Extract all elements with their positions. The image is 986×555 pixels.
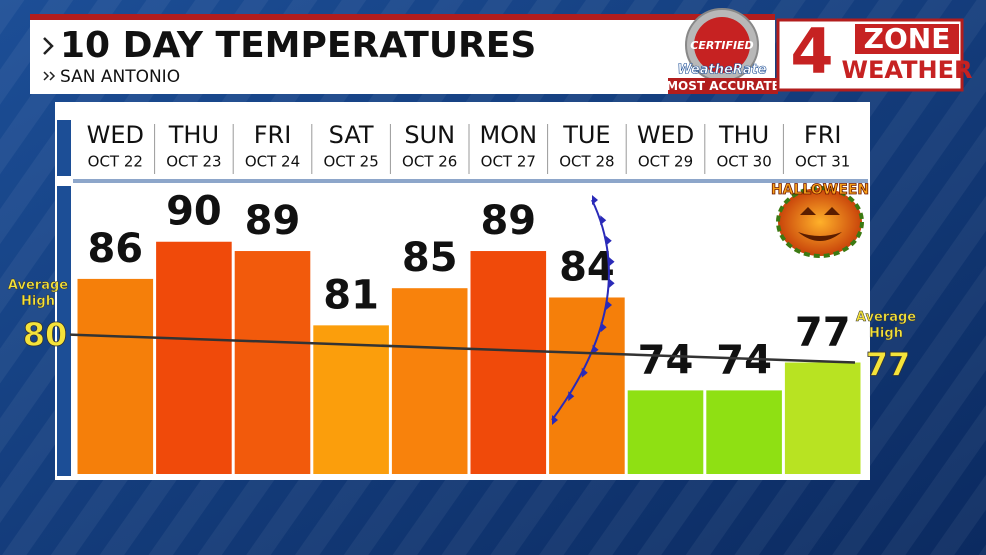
value-label: 86: [87, 226, 143, 272]
value-label: 84: [559, 244, 615, 290]
date-label: OCT 26: [402, 153, 457, 171]
title-chevron: [43, 37, 54, 55]
front-tooth: [608, 278, 615, 289]
weather-text: WEATHER: [842, 56, 973, 84]
bar: [470, 251, 547, 474]
bar: [784, 362, 861, 474]
panel-edge: [57, 120, 71, 176]
date-label: OCT 23: [166, 153, 221, 171]
certified-text: CERTIFIED: [690, 39, 753, 52]
day-label: WED: [637, 121, 694, 149]
subtitle-chevron: [49, 71, 56, 81]
value-label: 74: [638, 337, 694, 383]
day-label: THU: [168, 121, 219, 149]
average-high-line: [69, 333, 856, 364]
date-label: OCT 25: [323, 153, 378, 171]
front-tooth: [605, 235, 612, 246]
front-tooth: [581, 367, 588, 378]
day-label: FRI: [804, 121, 842, 149]
pumpkin: [776, 186, 864, 258]
average-high-end: 77: [866, 346, 911, 384]
plot: WED OCT 22 86 THU OCT 23 90 FRI OCT 24 89 SAT OCT …: [77, 121, 861, 474]
value-label: 89: [480, 198, 536, 244]
date-label: OCT 30: [716, 153, 771, 171]
bar: [77, 278, 154, 474]
chart-subtitle: SAN ANTONIO: [60, 67, 180, 87]
average-high-start: 80: [23, 316, 68, 354]
day-label: SUN: [404, 121, 455, 149]
front-tooth: [592, 195, 598, 205]
date-label: OCT 29: [638, 153, 693, 171]
zone-box: [855, 24, 959, 54]
panel-edge: [57, 186, 71, 476]
front-tooth: [600, 322, 607, 333]
bar: [234, 251, 311, 474]
value-label: 81: [323, 272, 379, 318]
day-label: FRI: [254, 121, 292, 149]
zone-text: ZONE: [864, 22, 951, 55]
header-bar: [30, 14, 775, 20]
average-high-label: Average High: [856, 310, 916, 341]
date-label: OCT 31: [795, 153, 850, 171]
date-label: OCT 28: [559, 153, 614, 171]
most-accurate-text: MOST ACCURATE: [666, 79, 780, 93]
day-label: WED: [87, 121, 144, 149]
date-label: OCT 22: [88, 153, 143, 171]
channel-number: 4: [790, 15, 833, 88]
header-panel: [30, 14, 775, 94]
front-tooth: [568, 391, 575, 402]
front-tooth: [606, 300, 612, 310]
day-label: SAT: [329, 121, 374, 149]
value-label: 85: [402, 235, 458, 281]
value-label: 77: [795, 310, 851, 356]
bar: [391, 288, 468, 474]
bar: [313, 325, 389, 474]
day-label: MON: [480, 121, 538, 149]
value-label: 90: [166, 189, 222, 235]
average-high-label: Average High: [8, 278, 68, 309]
bar: [156, 241, 232, 474]
day-label: THU: [718, 121, 769, 149]
value-label: 89: [245, 198, 301, 244]
certified-seal-inner: [694, 17, 750, 73]
bar: [549, 297, 625, 474]
header-divider: [73, 179, 868, 183]
weatherate-text: WeatheRate: [677, 63, 766, 78]
subtitle-chevron: [43, 71, 50, 81]
date-label: OCT 27: [481, 153, 536, 171]
front-tooth: [552, 415, 558, 425]
front-tooth: [600, 215, 607, 226]
chart-title: 10 DAY TEMPERATURES: [60, 25, 536, 66]
bar: [706, 390, 782, 474]
bar: [627, 390, 704, 474]
halloween-text: HALLOWEEN: [771, 182, 869, 198]
most-accurate-box: [668, 78, 778, 94]
day-label: TUE: [562, 121, 610, 149]
date-label: OCT 24: [245, 153, 300, 171]
front-tooth: [608, 256, 615, 267]
